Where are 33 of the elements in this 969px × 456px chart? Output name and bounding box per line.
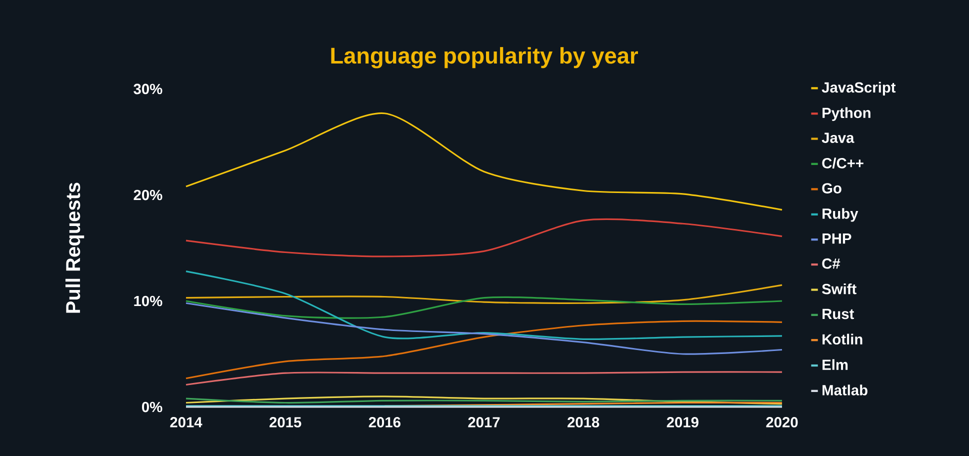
legend-label: Go bbox=[822, 183, 842, 194]
line-series bbox=[185, 284, 783, 304]
line-series bbox=[185, 396, 783, 405]
legend-label: Ruby bbox=[822, 208, 858, 222]
line-series bbox=[185, 302, 783, 355]
y-axis-title: Pull Requests bbox=[65, 182, 84, 313]
y-tick-label: 10% bbox=[134, 296, 162, 306]
y-tick-label: 30% bbox=[134, 84, 162, 94]
legend-label: PHP bbox=[822, 234, 852, 244]
line-series bbox=[185, 112, 783, 211]
legend-label: JavaScript bbox=[822, 82, 896, 96]
legend-label: Matlab bbox=[822, 384, 868, 396]
x-tick-label: 2020 bbox=[766, 417, 798, 428]
chart-title: Language popularity by year bbox=[331, 47, 638, 68]
legend-label: Elm bbox=[822, 359, 848, 370]
y-tick-label: 20% bbox=[134, 190, 162, 200]
x-tick-label: 2018 bbox=[568, 417, 600, 428]
line-series bbox=[185, 320, 783, 380]
legend-label: Rust bbox=[822, 308, 854, 320]
y-tick-label: 0% bbox=[142, 402, 162, 412]
legend-label: C# bbox=[822, 258, 840, 269]
legend-label: Java bbox=[822, 132, 854, 143]
x-tick-label: 2016 bbox=[368, 417, 400, 428]
legend-label: C/C++ bbox=[822, 158, 864, 169]
line-series bbox=[185, 296, 783, 319]
legend-label: Python bbox=[822, 107, 870, 121]
legend-label: Swift bbox=[822, 283, 856, 294]
x-tick-label: 2019 bbox=[666, 417, 698, 428]
x-tick-label: 2017 bbox=[468, 417, 500, 428]
legend-label: Kotlin bbox=[822, 334, 862, 345]
x-tick-label: 2014 bbox=[170, 417, 202, 428]
line-series bbox=[185, 270, 783, 340]
x-tick-label: 2015 bbox=[270, 417, 302, 428]
